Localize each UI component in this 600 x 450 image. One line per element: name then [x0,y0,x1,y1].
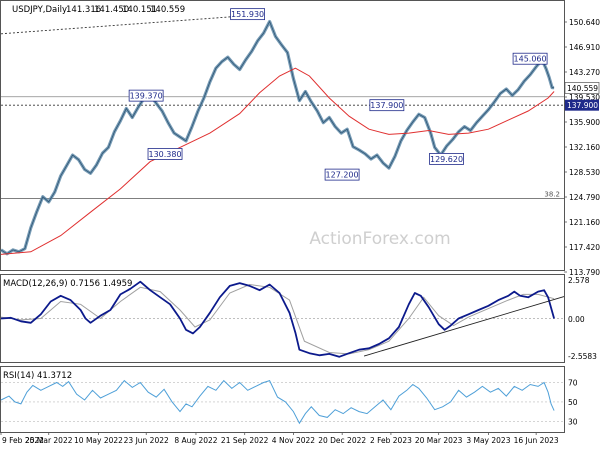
rsi-tick-label: 50 [568,398,578,407]
ohlc-low: 140.151 [122,5,157,15]
swing-label: 145.060 [512,52,548,65]
level-tag-text: 137.900 [567,101,598,110]
macd-signal-line [0,283,555,355]
swing-label-text: 129.620 [430,155,463,164]
swing-label-text: 145.060 [514,55,547,64]
swing-label-box [369,99,405,112]
current-price-tag: 140.559 [564,82,600,94]
x-tick-label: 21 Sep 2022 [221,436,269,445]
x-tick-label: 2 Feb 2023 [370,436,412,445]
price-series-core [0,21,555,255]
chart-title: USDJPY,Daily [12,5,67,15]
x-tick-label: 4 Nov 2022 [272,436,315,445]
level-tag: 137.900 [565,99,599,111]
x-tick-label: 3 May 2023 [466,436,510,445]
swing-label: 130.380 [147,148,183,160]
current-price-text: 140.559 [567,84,598,93]
current-price-box [564,82,600,94]
swing-label: 137.900 [369,99,405,112]
level-tag-box [565,99,599,111]
price-tick-label: 139.530 [569,93,600,102]
x-tick-label: 25 Mar 2022 [25,436,73,445]
ohlc-close: 140.559 [150,5,185,15]
swing-label: 151.930 [230,8,265,21]
macd-line [0,280,555,358]
macd-panel [0,274,565,363]
swing-label-box [429,153,464,165]
swing-label-text: 127.200 [326,171,359,180]
moving-average [0,67,555,255]
swing-label-box [512,52,548,65]
x-tick-label: 8 Aug 2022 [174,436,217,445]
price-tick-label: 128.530 [569,168,600,177]
swing-label: 139.370 [128,89,164,102]
macd-layer: 2.578 0.00 -2.5583 [0,276,597,361]
dotted-trendline [0,13,265,35]
ohlc-open: 141.316 [66,5,101,15]
ohlc-high: 141.450 [94,5,129,15]
swing-label-text: 139.370 [130,92,163,101]
x-tick-label: 16 Jun 2023 [514,436,559,445]
rsi-layer: 70 50 30 [0,379,578,426]
fib-label: 38.2 [544,191,560,199]
x-tick-label: 20 Dec 2022 [318,436,366,445]
swing-label-box [324,168,360,181]
price-labels: 151.930 139.370 130.380 127.200 137.900 129.6… [128,8,548,181]
swing-label-text: 137.900 [370,101,403,110]
rsi-title: RSI(14) 41.3712 [3,371,72,381]
price-tick-label: 143.270 [569,68,600,77]
x-tick-label: 10 May 2022 [74,436,123,445]
swing-label-text: 151.930 [231,10,264,19]
swing-label-box [147,148,183,160]
rsi-tick-label: 70 [568,379,578,388]
price-lines [0,19,555,256]
price-tick-label: 132.160 [569,143,600,152]
price-grid: 38.2 [0,13,564,200]
swing-label-text: 130.380 [148,150,181,159]
price-tick-label: 146.910 [569,43,600,52]
price-tick-label: 121.160 [569,218,600,227]
swing-label-box [230,8,265,21]
swing-label: 129.620 [429,153,464,165]
macd-trendline [363,296,565,357]
price-axis: 150.640 146.910 143.270 139.530 135.900 132.1… [564,18,600,277]
price-tick-label: 113.790 [569,268,600,277]
x-tick-label: 20 Mar 2023 [415,436,463,445]
rsi-tick-label: 30 [568,417,578,426]
swing-label: 127.200 [324,168,360,181]
price-tick-label: 124.790 [569,193,600,202]
rsi-line [0,379,555,425]
x-tick-label: 23 Jun 2022 [124,436,169,445]
price-tick-label: 150.640 [569,18,600,27]
rsi-panel [0,366,565,433]
macd-tick-label: 2.578 [568,276,590,285]
price-tick-label: 135.900 [569,118,600,127]
swing-label-box [128,89,164,102]
price-tick-label: 117.420 [569,243,600,252]
watermark: ActionForex.com [309,229,450,249]
x-tick-label: 9 Feb 2022 [2,436,44,445]
price-panel [0,0,565,271]
macd-tick-label: -2.5583 [568,352,597,361]
macd-title: MACD(12,26,9) 0.7156 1.4959 [3,279,132,289]
macd-tick-label: 0.00 [568,315,585,324]
price-header: USDJPY,Daily 141.316 141.450 140.151 140… [12,5,185,15]
